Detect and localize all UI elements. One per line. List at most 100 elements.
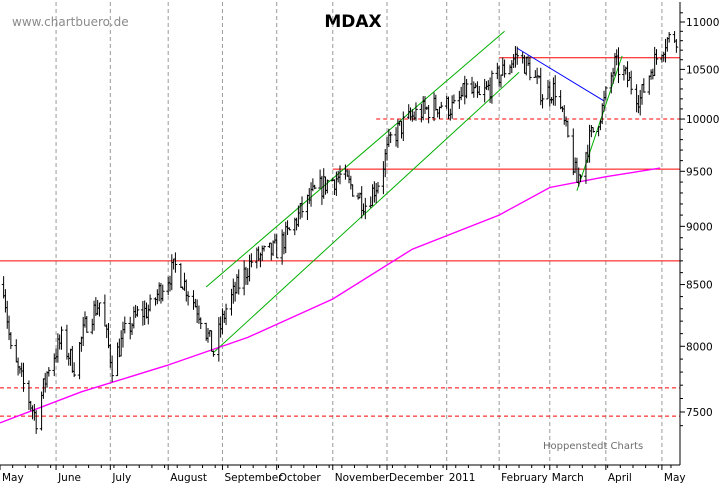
price-bar [119, 330, 123, 357]
price-bar [591, 127, 595, 133]
price-bar [533, 70, 538, 78]
price-bar [566, 120, 570, 138]
x-tick-label: February [501, 472, 548, 484]
price-bar [511, 53, 516, 68]
price-bar [636, 95, 641, 114]
chart-title: MDAX [324, 12, 381, 32]
price-bar [444, 95, 449, 109]
price-bar [43, 372, 48, 393]
y-tick-label: 10500 [686, 64, 719, 76]
price-bar [490, 70, 494, 104]
price-bar [508, 64, 512, 75]
price-bar [211, 350, 216, 357]
price-bar [651, 68, 655, 80]
price-bar [52, 353, 57, 377]
price-bar [110, 355, 114, 383]
price-bar [634, 84, 639, 113]
x-tick-label: July [111, 472, 131, 484]
price-bar [41, 378, 46, 399]
price-bar [318, 169, 322, 189]
price-bar [65, 324, 69, 360]
price-bar [488, 77, 492, 103]
source-label: Hoppenstedt Charts [543, 441, 643, 452]
price-bar [551, 77, 556, 106]
y-tick-label: 9500 [686, 166, 713, 178]
price-bar [452, 94, 456, 104]
price-bar [30, 405, 35, 420]
price-bar [195, 299, 199, 323]
price-bar [457, 90, 462, 109]
x-tick-label: 2011 [449, 472, 476, 484]
price-bar [229, 288, 234, 316]
price-bar [347, 170, 351, 184]
price-bar [220, 308, 225, 335]
price-bar [576, 167, 581, 187]
price-bar [28, 400, 33, 411]
price-bar [446, 96, 451, 120]
price-bar [638, 89, 643, 116]
price-bar [242, 260, 246, 296]
price-bar [307, 188, 312, 204]
price-bar [573, 157, 577, 174]
price-bar [255, 247, 259, 269]
price-bars-layer [1, 31, 679, 434]
price-bar [408, 107, 413, 121]
price-bar [5, 300, 10, 329]
moving-average-line [0, 167, 661, 424]
price-bar [95, 299, 100, 315]
price-bar [179, 263, 183, 289]
price-bar [94, 297, 98, 316]
price-bar [432, 92, 436, 122]
price-bar [106, 323, 111, 349]
price-bar [654, 49, 659, 65]
price-bar [372, 181, 377, 203]
x-tick-label: May [2, 472, 24, 484]
price-bar [558, 90, 563, 110]
price-bar [142, 300, 147, 325]
price-bar [526, 55, 530, 67]
trend-lines-layer [205, 30, 623, 354]
x-tick-label: April [608, 472, 632, 484]
price-bar [1, 276, 6, 299]
price-bar [294, 217, 299, 231]
price-bar [97, 302, 102, 317]
price-bar [193, 298, 198, 308]
price-bar [133, 304, 138, 318]
price-bar [47, 367, 51, 377]
price-bar [59, 326, 64, 350]
price-bar [524, 56, 529, 76]
price-bar [665, 37, 670, 52]
price-bar [170, 254, 174, 291]
price-bar [198, 317, 203, 329]
price-bar [79, 336, 84, 352]
price-bar [622, 64, 626, 81]
price-bar [70, 346, 75, 373]
trend-line [516, 47, 605, 102]
price-bar [625, 61, 630, 88]
price-bar [247, 254, 252, 282]
price-bar [260, 245, 265, 261]
price-bar [334, 171, 339, 196]
price-bar [482, 78, 487, 103]
price-bar [546, 79, 550, 100]
price-bar [562, 105, 567, 125]
price-bar [663, 38, 668, 63]
price-bar [332, 179, 337, 196]
price-bar [600, 103, 605, 125]
price-bar [674, 39, 679, 53]
x-tick-label: August [170, 472, 207, 484]
price-bar [374, 182, 378, 204]
price-bar [464, 78, 469, 99]
price-bar [401, 111, 406, 142]
price-bar [312, 184, 317, 190]
x-tick-label: November [335, 472, 390, 484]
price-bar [244, 266, 248, 285]
price-bar [206, 327, 210, 343]
price-bar [285, 220, 290, 236]
price-bar [381, 161, 386, 195]
price-bar [155, 289, 160, 305]
price-bar [218, 316, 223, 338]
